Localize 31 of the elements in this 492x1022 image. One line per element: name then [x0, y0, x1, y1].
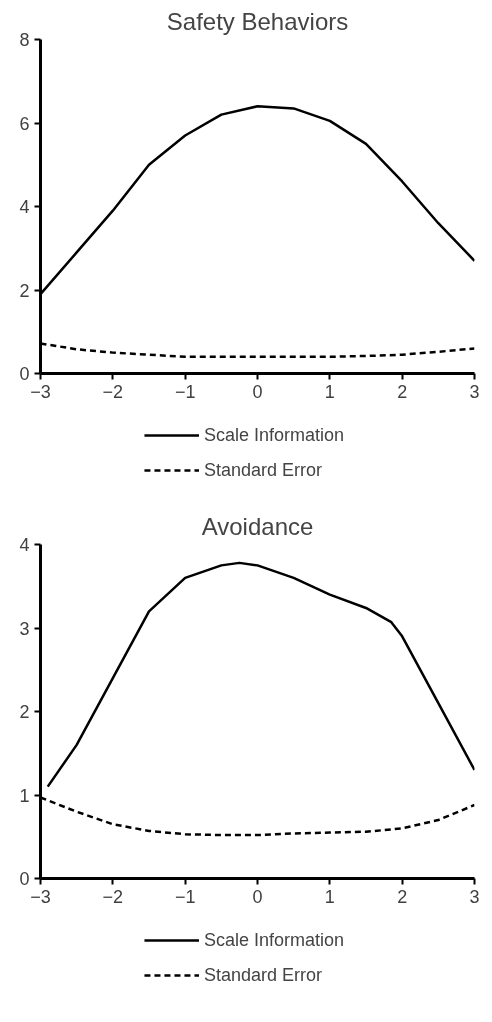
y-tick-label: 3	[19, 618, 30, 639]
line-series	[46, 561, 475, 788]
x-tick-label: −3	[30, 886, 51, 907]
y-tick-label: 8	[19, 30, 30, 50]
y-tick-label: 2	[19, 280, 30, 301]
y-tick-label: 4	[19, 535, 30, 555]
y-tick-label: 0	[19, 364, 30, 384]
y-tick-label: 1	[19, 785, 30, 806]
x-tick-label: 2	[397, 381, 408, 402]
y-tick-label: 0	[19, 869, 30, 889]
x-tick-label: 3	[469, 381, 480, 402]
legend-label: Scale Information	[203, 929, 345, 951]
legend-label: Scale Information	[203, 424, 345, 446]
x-tick-label: −1	[174, 381, 196, 402]
x-tick-label: 0	[252, 381, 263, 402]
x-tick-label: −2	[102, 886, 124, 907]
chart-title: Avoidance	[201, 512, 314, 540]
y-tick-label: 6	[19, 113, 30, 134]
x-tick-label: −2	[102, 381, 124, 402]
legend-label: Standard Error	[203, 459, 323, 481]
x-tick-label: 3	[469, 886, 480, 907]
chart-title: Safety Behaviors	[166, 7, 349, 35]
x-tick-label: 0	[252, 886, 263, 907]
x-tick-label: −3	[30, 381, 51, 402]
y-tick-label: 2	[19, 702, 30, 722]
x-tick-label: 1	[324, 886, 335, 907]
x-tick-label: 2	[397, 886, 408, 907]
x-tick-label: 1	[324, 381, 335, 402]
legend-label: Standard Error	[203, 964, 323, 986]
x-tick-label: −1	[174, 886, 196, 907]
y-tick-label: 4	[19, 197, 30, 217]
